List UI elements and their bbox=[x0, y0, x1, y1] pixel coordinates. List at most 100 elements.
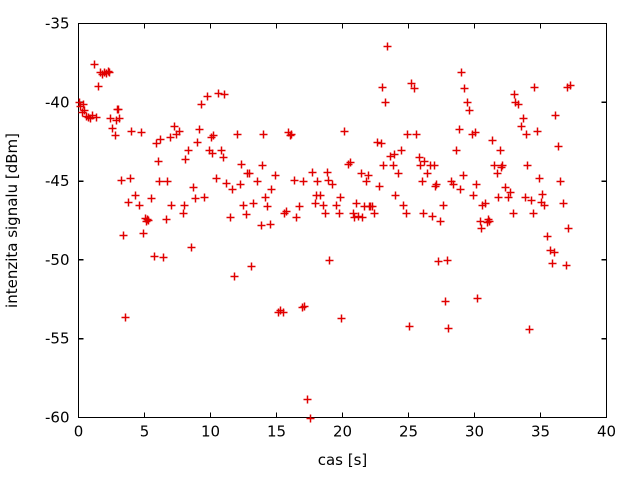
data-point bbox=[432, 180, 441, 189]
data-point bbox=[263, 202, 272, 211]
data-point bbox=[233, 130, 242, 139]
data-point bbox=[457, 68, 466, 77]
data-point bbox=[407, 79, 416, 88]
data-point bbox=[209, 131, 218, 140]
data-point bbox=[403, 130, 412, 139]
data-point bbox=[144, 216, 153, 225]
data-point bbox=[548, 259, 557, 268]
data-point bbox=[456, 185, 465, 194]
data-point bbox=[514, 100, 523, 109]
data-point bbox=[538, 190, 547, 199]
data-point bbox=[80, 106, 89, 115]
data-point bbox=[114, 105, 123, 114]
data-point bbox=[152, 139, 161, 148]
data-point bbox=[527, 196, 536, 205]
data-point bbox=[336, 193, 345, 202]
data-point bbox=[313, 177, 322, 186]
data-point bbox=[279, 308, 288, 317]
data-point bbox=[469, 191, 478, 200]
data-point bbox=[452, 146, 461, 155]
data-point bbox=[126, 174, 135, 183]
data-point bbox=[321, 209, 330, 218]
data-point bbox=[286, 131, 295, 140]
data-point bbox=[287, 130, 296, 139]
data-point bbox=[389, 161, 398, 170]
data-point bbox=[494, 193, 503, 202]
data-point bbox=[460, 84, 469, 93]
data-point bbox=[562, 261, 571, 270]
data-point bbox=[416, 161, 425, 170]
data-point bbox=[533, 127, 542, 136]
data-point bbox=[358, 213, 367, 222]
data-point bbox=[537, 198, 546, 207]
data-point bbox=[119, 231, 128, 240]
data-point bbox=[394, 169, 403, 178]
data-point bbox=[379, 161, 388, 170]
x-tick-label: 0 bbox=[74, 423, 84, 441]
data-point bbox=[530, 83, 539, 92]
data-point bbox=[501, 183, 510, 192]
data-point bbox=[200, 193, 209, 202]
data-point bbox=[419, 209, 428, 218]
y-axis-title: intenzita signalu [dBm] bbox=[3, 133, 21, 308]
data-point bbox=[399, 201, 408, 210]
data-point bbox=[551, 111, 560, 120]
data-point bbox=[163, 177, 172, 186]
data-point bbox=[124, 198, 133, 207]
data-point bbox=[352, 199, 361, 208]
data-point bbox=[381, 98, 390, 107]
data-point bbox=[443, 256, 452, 265]
data-point bbox=[496, 146, 505, 155]
data-point bbox=[92, 113, 101, 122]
data-point bbox=[436, 217, 445, 226]
x-tick-label: 15 bbox=[267, 423, 286, 441]
data-point bbox=[90, 60, 99, 69]
data-point bbox=[415, 153, 424, 162]
data-point bbox=[155, 177, 164, 186]
data-point bbox=[337, 314, 346, 323]
data-point bbox=[147, 194, 156, 203]
data-point bbox=[332, 201, 341, 210]
data-point bbox=[439, 201, 448, 210]
data-point bbox=[167, 201, 176, 210]
data-point bbox=[239, 201, 248, 210]
x-tick-label: 30 bbox=[465, 423, 484, 441]
data-point bbox=[377, 139, 386, 148]
data-point bbox=[346, 158, 355, 167]
data-point bbox=[139, 229, 148, 238]
data-point bbox=[521, 193, 530, 202]
data-point bbox=[484, 215, 493, 224]
data-point bbox=[299, 177, 308, 186]
data-point bbox=[362, 177, 371, 186]
data-point bbox=[166, 133, 175, 142]
data-point bbox=[525, 325, 534, 334]
data-point bbox=[137, 128, 146, 137]
data-point bbox=[497, 163, 506, 172]
data-point bbox=[535, 174, 544, 183]
data-point bbox=[335, 209, 344, 218]
data-point bbox=[423, 169, 432, 178]
data-point bbox=[222, 179, 231, 188]
data-points-layer bbox=[75, 42, 575, 423]
y-tick-label: -50 bbox=[45, 251, 70, 269]
data-point bbox=[378, 83, 387, 92]
data-point bbox=[364, 171, 373, 180]
data-point bbox=[519, 114, 528, 123]
x-tick-label: 20 bbox=[333, 423, 352, 441]
data-point bbox=[108, 124, 117, 133]
data-point bbox=[481, 199, 490, 208]
data-point bbox=[509, 209, 518, 218]
data-point bbox=[117, 176, 126, 185]
data-point bbox=[226, 213, 235, 222]
data-point bbox=[391, 191, 400, 200]
x-tick-label: 10 bbox=[201, 423, 220, 441]
data-point bbox=[267, 185, 276, 194]
data-point bbox=[397, 146, 406, 155]
data-point bbox=[219, 153, 228, 162]
data-point bbox=[434, 257, 443, 266]
data-point bbox=[506, 188, 515, 197]
data-point bbox=[493, 169, 502, 178]
data-point bbox=[529, 209, 538, 218]
data-point bbox=[230, 272, 239, 281]
